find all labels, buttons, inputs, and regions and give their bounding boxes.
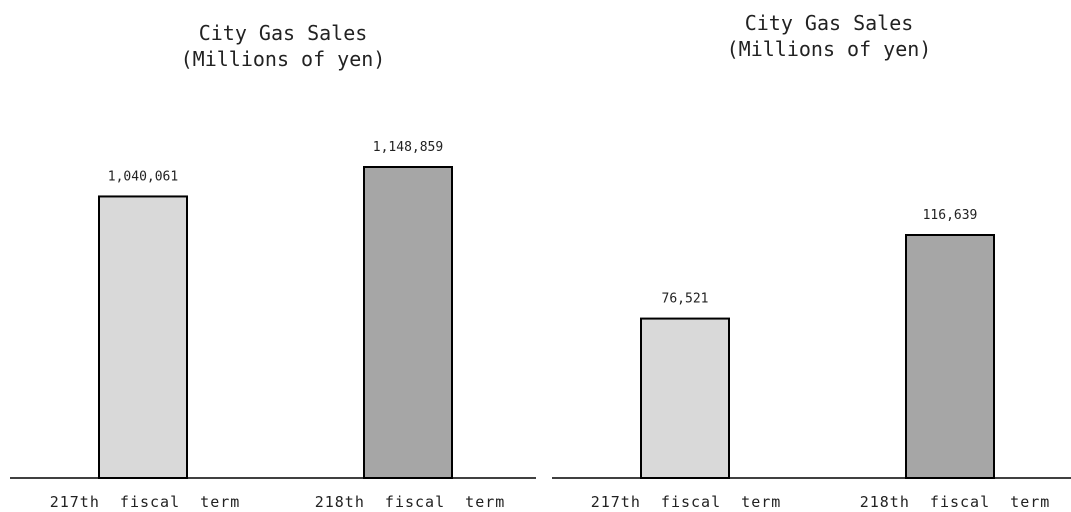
x-tick-label: 218th fiscal term	[315, 493, 506, 511]
x-tick-label: 217th fiscal term	[50, 493, 241, 511]
bar-218th-term	[905, 234, 995, 479]
bars-layer: 1,040,061 1,148,859	[98, 140, 453, 479]
bar-value-label: 1,148,859	[373, 140, 443, 155]
bar-value-label: 1,040,061	[108, 169, 178, 184]
bar-value-label: 116,639	[923, 208, 978, 223]
x-tick-layer: 217th fiscal term 218th fiscal term	[50, 493, 506, 511]
bar-217th-term	[640, 317, 730, 480]
bars-layer: 76,521 116,639	[640, 208, 995, 480]
chart-title: City Gas Sales	[199, 21, 368, 45]
bar-217th-term	[98, 195, 188, 479]
chart-subtitle: (Millions of yen)	[181, 47, 386, 71]
chart-right: City Gas Sales (Millions of yen) 76,521 1…	[536, 0, 1071, 512]
x-tick-layer: 217th fiscal term 218th fiscal term	[591, 493, 1051, 511]
bar-value-label: 76,521	[662, 292, 709, 307]
chart-subtitle: (Millions of yen)	[727, 37, 932, 61]
chart-right-svg: City Gas Sales (Millions of yen) 76,521 1…	[552, 11, 1071, 511]
chart-left-svg: City Gas Sales (Millions of yen) 1,040,0…	[10, 21, 536, 511]
chart-left: City Gas Sales (Millions of yen) 1,040,0…	[10, 21, 536, 511]
x-tick-label: 218th fiscal term	[860, 493, 1051, 511]
bar-218th-term	[363, 166, 453, 479]
x-tick-label: 217th fiscal term	[591, 493, 782, 511]
chart-title: City Gas Sales	[745, 11, 914, 35]
